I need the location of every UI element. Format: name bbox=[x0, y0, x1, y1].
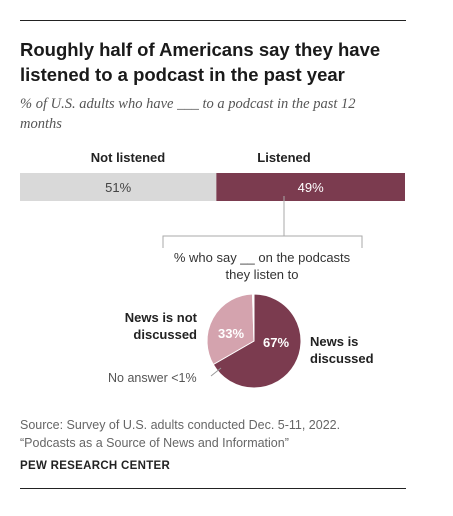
pie-slice-news-discussed bbox=[212, 293, 302, 389]
pie-value-label-discussed: 67% bbox=[263, 335, 289, 350]
source-note: Source: Survey of U.S. adults conducted … bbox=[20, 416, 420, 452]
bar-category-label-not-listened: Not listened bbox=[91, 150, 165, 165]
pie-value-label-not-discussed: 33% bbox=[218, 326, 244, 341]
no-answer-leader-line bbox=[210, 367, 222, 377]
bar-value-label-listened: 49% bbox=[298, 180, 324, 195]
pie-category-label-discussed-line-2: discussed bbox=[310, 351, 374, 366]
pie-slice-no-answer bbox=[252, 293, 255, 342]
bar-category-label-listened: Listened bbox=[257, 150, 311, 165]
bar-value-label-not-listened: 51% bbox=[105, 180, 131, 195]
source-line-1: Source: Survey of U.S. adults conducted … bbox=[20, 418, 341, 432]
source-line-2: “Podcasts as a Source of News and Inform… bbox=[20, 436, 289, 450]
pie-title-line-2: they listen to bbox=[226, 267, 299, 282]
bottom-rule bbox=[20, 488, 406, 489]
bar-segment-not-listened bbox=[20, 173, 217, 201]
chart-subtitle: % of U.S. adults who have ___ to a podca… bbox=[20, 96, 356, 132]
pie-title-line-1: % who say __ on the podcasts bbox=[174, 250, 351, 265]
brand-logo-text: PEW RESEARCH CENTER bbox=[20, 460, 171, 472]
pie-category-label-not-discussed-line-1: News is not bbox=[125, 310, 198, 325]
pie-category-label-discussed-line-1: News is bbox=[310, 334, 358, 349]
bar-segment-listened bbox=[216, 173, 405, 201]
pie-category-label-no-answer: No answer <1% bbox=[108, 371, 197, 385]
chart-title: Roughly half of Americans say they have … bbox=[20, 39, 381, 85]
pie-category-label-not-discussed-line-2: discussed bbox=[133, 327, 197, 342]
bracket-connector bbox=[162, 196, 363, 248]
top-rule bbox=[20, 20, 406, 21]
pie-slice-news-not-discussed bbox=[206, 293, 255, 366]
